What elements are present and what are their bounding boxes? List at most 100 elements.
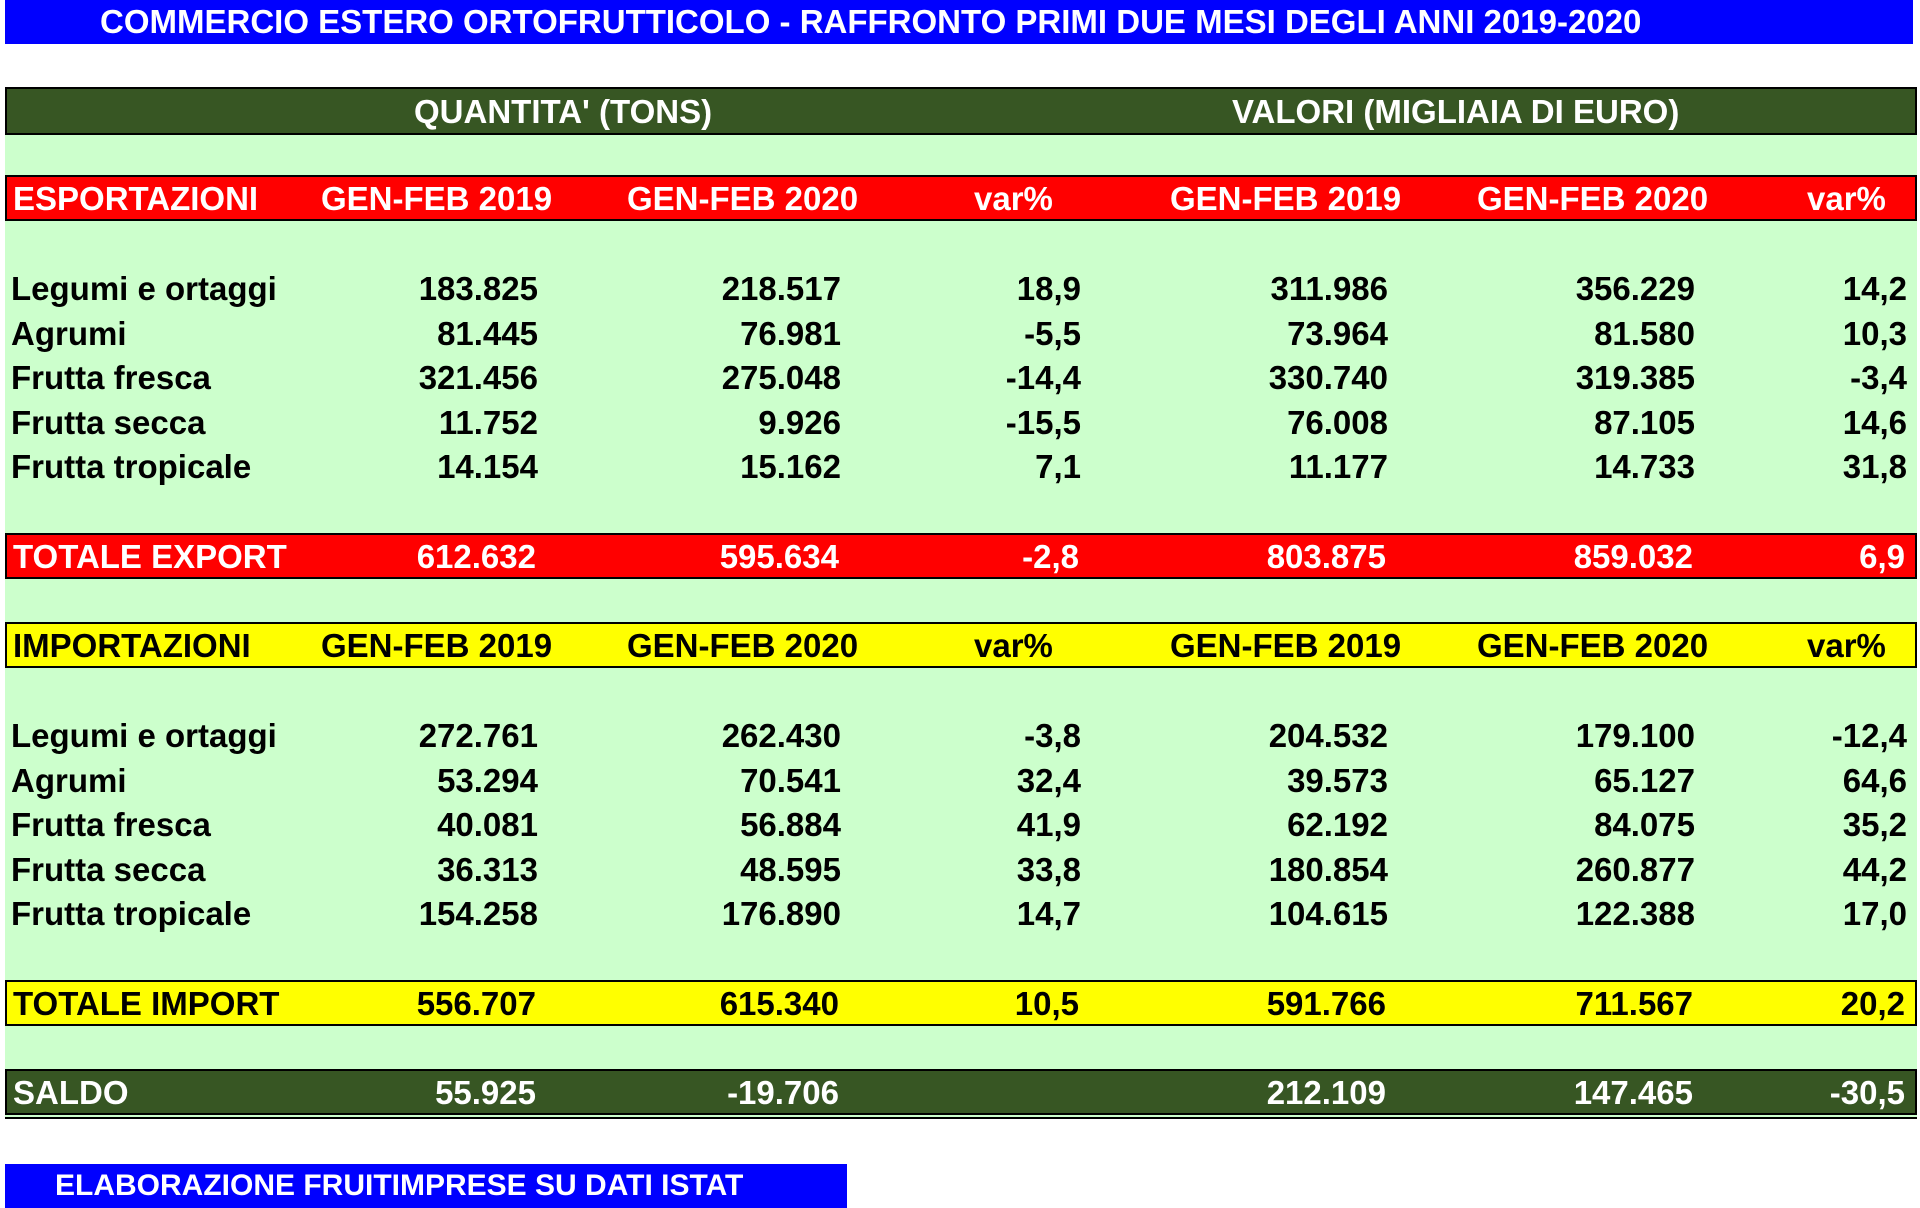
total-cell: 615.340 — [719, 985, 839, 1022]
header-cell: GEN-FEB 2020 — [1477, 180, 1709, 217]
header-cell: GEN-FEB 2019 — [1170, 180, 1402, 217]
total-label: TOTALE EXPORT — [13, 538, 287, 575]
header-cell: GEN-FEB 2020 — [1477, 627, 1709, 664]
header-cell: var% — [974, 627, 1053, 664]
row-value: 70.541 — [740, 761, 841, 799]
row-value: 122.388 — [1575, 895, 1695, 933]
row-value: 11.177 — [1288, 448, 1388, 486]
row-value: 76.008 — [1287, 403, 1388, 441]
saldo-cell: 147.465 — [1573, 1074, 1693, 1111]
total-cell: 859.032 — [1573, 538, 1693, 575]
table-row: Legumi e ortaggi 183.825 218.517 18,9 311.98… — [5, 267, 1917, 307]
saldo-cell: -19.706 — [727, 1074, 839, 1111]
table-row: Frutta fresca 321.456 275.048 -14,4 330.740 3… — [5, 356, 1917, 396]
row-value: 41,9 — [1016, 806, 1081, 844]
total-cell: 803.875 — [1266, 538, 1386, 575]
header-cell: IMPORTAZIONI — [13, 627, 251, 664]
row-value: 17,0 — [1842, 895, 1907, 933]
row-value: 44,2 — [1842, 850, 1907, 888]
row-value: 48.595 — [740, 850, 841, 888]
row-value: 56.884 — [740, 806, 841, 844]
value-group-header: VALORI (MIGLIAIA DI EURO) — [1232, 93, 1680, 130]
row-label: Frutta tropicale — [11, 448, 252, 486]
total-cell: 595.634 — [719, 538, 839, 575]
table-row: Legumi e ortaggi 272.761 262.430 -3,8 204.53… — [5, 714, 1917, 754]
row-value: 62.192 — [1287, 806, 1388, 844]
saldo-label: SALDO — [13, 1074, 129, 1111]
row-value: 39.573 — [1287, 761, 1388, 799]
row-value: 40.081 — [437, 806, 538, 844]
row-value: -3,8 — [1024, 717, 1081, 754]
row-value: 14,6 — [1842, 403, 1907, 441]
total-cell: 556.707 — [416, 985, 536, 1022]
saldo-cell: 55.925 — [435, 1074, 536, 1111]
row-value: 73.964 — [1287, 314, 1388, 352]
total-cell: 10,5 — [1014, 985, 1079, 1022]
row-value: 76.981 — [740, 314, 841, 352]
header-cell: GEN-FEB 2019 — [321, 180, 553, 217]
row-label: Frutta tropicale — [11, 895, 252, 933]
total-cell: -2,8 — [1022, 538, 1079, 575]
row-value: 183.825 — [418, 270, 538, 307]
row-value: 176.890 — [721, 895, 841, 933]
header-cell: GEN-FEB 2019 — [321, 627, 553, 664]
row-value: 10,3 — [1842, 314, 1907, 352]
row-value: 9.926 — [758, 403, 841, 441]
saldo-cell: 212.109 — [1266, 1074, 1386, 1111]
header-cell: var% — [1807, 627, 1886, 664]
row-value: 84.075 — [1594, 806, 1695, 844]
total-label: TOTALE IMPORT — [13, 985, 280, 1022]
row-value: 15.162 — [740, 448, 841, 486]
row-value: 321.456 — [418, 359, 538, 397]
header-cell: GEN-FEB 2019 — [1170, 627, 1402, 664]
page-title: COMMERCIO ESTERO ORTOFRUTTICOLO - RAFFRO… — [5, 0, 1913, 44]
saldo-cell: -30,5 — [1829, 1074, 1905, 1111]
row-value: 87.105 — [1594, 403, 1695, 441]
row-value: 18,9 — [1016, 270, 1081, 307]
group-header-row: QUANTITA' (TONS) VALORI (MIGLIAIA DI EUR… — [5, 87, 1917, 135]
row-value: 356.229 — [1575, 270, 1695, 307]
row-label: Legumi e ortaggi — [11, 270, 277, 307]
row-value: 272.761 — [418, 717, 538, 754]
row-value: 64,6 — [1842, 761, 1907, 799]
source-note: ELABORAZIONE FRUITIMPRESE SU DATI ISTAT — [5, 1164, 847, 1208]
total-cell: 612.632 — [416, 538, 536, 575]
total-cell: 6,9 — [1859, 538, 1905, 575]
header-cell: ESPORTAZIONI — [13, 180, 259, 217]
row-label: Frutta fresca — [11, 359, 211, 397]
row-value: 14,7 — [1016, 895, 1081, 933]
row-value: 262.430 — [721, 717, 841, 754]
row-value: 180.854 — [1268, 850, 1388, 888]
row-value: 81.580 — [1594, 314, 1695, 352]
header-cell: GEN-FEB 2020 — [627, 180, 859, 217]
import-total-row: TOTALE IMPORT 556.707 615.340 10,5 591.7… — [5, 980, 1917, 1026]
row-value: 36.313 — [437, 850, 538, 888]
saldo-row: SALDO 55.925 -19.706 212.109 147.465 -30… — [5, 1069, 1917, 1115]
table-row: Frutta tropicale 14.154 15.162 7,1 11.177 14.… — [5, 445, 1917, 485]
export-header-row: ESPORTAZIONI GEN-FEB 2019 GEN-FEB 2020 v… — [5, 175, 1917, 221]
row-label: Frutta secca — [11, 403, 206, 441]
row-label: Agrumi — [11, 761, 127, 799]
row-value: -15,5 — [1005, 403, 1081, 441]
row-label: Agrumi — [11, 314, 127, 352]
row-label: Frutta fresca — [11, 806, 211, 844]
row-value: 330.740 — [1268, 359, 1388, 397]
saldo-underline — [5, 1117, 1917, 1119]
row-value: 35,2 — [1842, 806, 1907, 844]
row-label: Legumi e ortaggi — [11, 717, 277, 754]
row-value: -3,4 — [1850, 359, 1907, 397]
row-value: 53.294 — [437, 761, 538, 799]
row-value: 33,8 — [1016, 850, 1081, 888]
row-value: 65.127 — [1594, 761, 1695, 799]
row-value: -12,4 — [1831, 717, 1907, 754]
import-header-row: IMPORTAZIONI GEN-FEB 2019 GEN-FEB 2020 v… — [5, 622, 1917, 668]
row-value: 311.986 — [1270, 270, 1388, 307]
table-row: Frutta secca 36.313 48.595 33,8 180.854 260.8… — [5, 848, 1917, 888]
row-value: 7,1 — [1035, 448, 1081, 486]
row-value: 260.877 — [1575, 850, 1695, 888]
table-row: Agrumi 81.445 76.981 -5,5 73.964 81.580 10,3 — [5, 312, 1917, 352]
total-cell: 711.567 — [1575, 985, 1693, 1022]
row-value: 275.048 — [721, 359, 841, 397]
row-value: 11.752 — [438, 403, 538, 441]
data-table: QUANTITA' (TONS) VALORI (MIGLIAIA DI EUR… — [5, 87, 1917, 1119]
